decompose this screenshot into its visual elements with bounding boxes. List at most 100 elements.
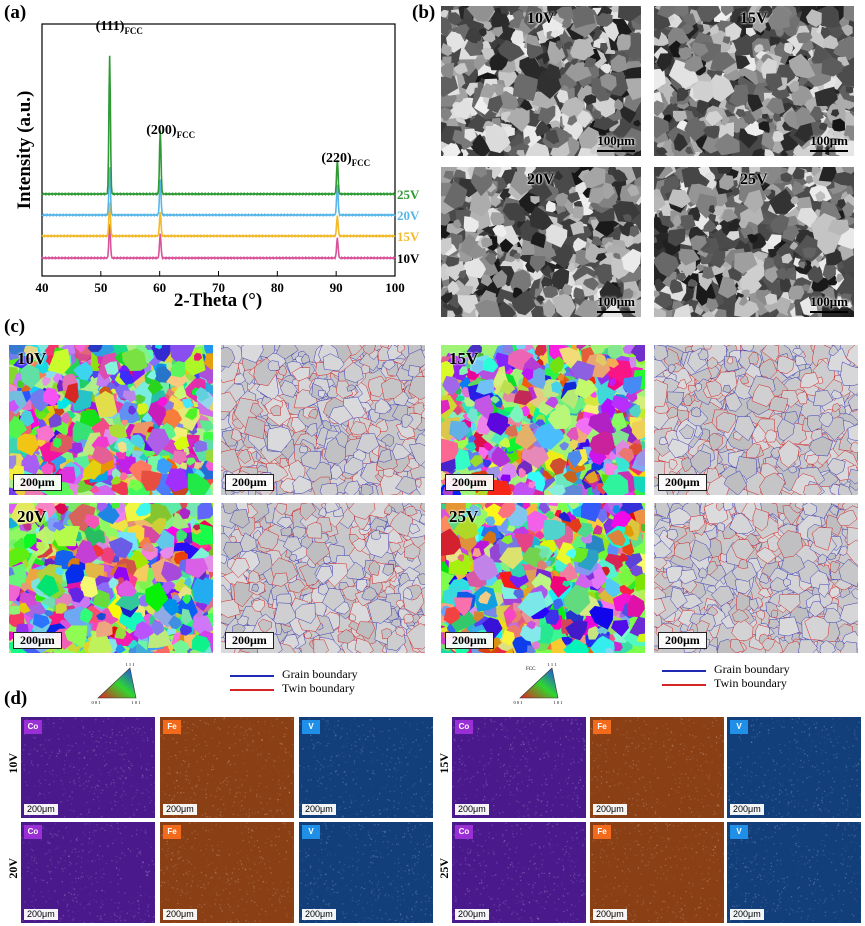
sem-scale-bar: 100μm [597,133,635,152]
eds-scale-bar: 200μm [163,909,197,920]
eds-element-tag-Fe: Fe [163,720,181,734]
legend-twin-label-right: Twin boundary [714,676,787,690]
eds-map-10V-Co: Co 200μm [21,717,155,818]
sem-image-25V: 25V 100μm [654,167,854,317]
sem-label-15V: 15V [740,10,768,27]
ipf-label-10V: 10V [17,349,47,368]
boundary-scale-bar: 200μm [658,474,707,491]
eds-element-tag-Co: Co [24,720,42,734]
ipf-label-15V: 15V [449,349,479,368]
eds-scale-bar: 200μm [455,909,489,920]
ipf-title: FCC [526,667,536,672]
legend-twin-line-left [230,689,274,691]
eds-element-tag-Co: Co [24,825,42,839]
series-line-25V [41,55,396,197]
ipf-scale-bar: 200μm [13,632,62,649]
peak-label-1: (200)FCC [146,123,195,140]
eds-row-label-15V: 15V [437,753,451,774]
eds-map-10V-V: V 200μm [299,717,433,818]
series-label-15V: 15V [397,229,420,244]
eds-element-tag-Co: Co [455,720,473,734]
sem-scale-bar: 100μm [810,294,848,313]
eds-element-tag-V: V [302,720,320,734]
ipf-label-top-r: 1 1 1 [548,662,557,667]
eds-element-tag-Fe: Fe [593,720,611,734]
x-tick-label-5: 90 [330,280,343,295]
boundary-map-10V: 200μm [221,345,425,495]
sem-scale-line [810,150,848,152]
eds-scale-bar: 200μm [24,804,58,815]
eds-scale-bar: 200μm [455,804,489,815]
legend-twin-label-left: Twin boundary [282,681,355,695]
sem-scale-text: 100μm [810,294,848,309]
sem-scale-line [810,311,848,313]
panel-label-b: (b) [412,2,436,23]
eds-element-tag-V: V [730,720,748,734]
xrd-chart: 40 50 60 70 80 90 100 (111)FCC (200)FCC (220)FCC… [14,19,420,311]
x-tick-label-6: 100 [385,280,405,295]
eds-scale-bar: 200μm [730,909,764,920]
legend-grain-label-right: Grain boundary [714,662,790,676]
series-label-20V: 20V [397,208,420,223]
boundary-map-25V: 200μm [654,503,858,653]
sem-scale-text: 100μm [597,294,635,309]
boundary-map-20V: 200μm [221,503,425,653]
sem-scale-bar: 100μm [597,294,635,313]
eds-map-25V-Co: Co 200μm [452,822,586,923]
sem-label-20V: 20V [527,171,555,188]
ipf-map-25V: 25V 200μm [441,503,645,653]
ipf-triangle-left: 1 1 1 0 0 1 1 0 1 [92,662,141,705]
boundary-scale-bar: 200μm [225,632,274,649]
eds-element-tag-V: V [730,825,748,839]
series-label-25V: 25V [397,187,420,202]
eds-row-label-25V: 25V [437,858,451,879]
legend-grain-label-left: Grain boundary [282,667,358,681]
ipf-label-bl-r: 0 0 1 [514,700,523,705]
legend-grain-line-left [230,675,274,677]
eds-element-tag-V: V [302,825,320,839]
x-axis-label: 2-Theta (°) [174,290,262,311]
eds-map-15V-Co: Co 200μm [452,717,586,818]
ipf-triangle-right: FCC 1 1 1 0 0 1 1 0 1 [514,662,563,705]
sem-label-25V: 25V [740,171,768,188]
ipf-label-bl: 0 0 1 [92,700,101,705]
x-tick-label-4: 80 [271,280,284,295]
sem-label-10V: 10V [527,10,555,27]
eds-map-15V-Fe: Fe 200μm [590,717,724,818]
series-line-10V [41,224,396,261]
peak-label-2: (220)FCC [321,151,370,168]
sem-image-10V: 10V 100μm [441,6,641,156]
sem-scale-bar: 100μm [810,133,848,152]
ipf-map-15V: 15V 200μm [441,345,645,495]
panel-label-d: (d) [4,688,28,709]
sem-scale-line [597,150,635,152]
eds-scale-bar: 200μm [302,909,336,920]
eds-map-20V-V: V 200μm [299,822,433,923]
ipf-label-br-r: 1 0 1 [554,700,563,705]
ipf-label-20V: 20V [17,507,47,526]
eds-map-20V-Co: Co 200μm [21,822,155,923]
eds-scale-bar: 200μm [593,804,627,815]
eds-map-25V-V: V 200μm [727,822,861,923]
legend-twin-line-right [662,684,706,686]
sem-scale-text: 100μm [597,133,635,148]
boundary-scale-bar: 200μm [658,632,707,649]
y-axis-label: Intensity (a.u.) [14,91,35,210]
sem-scale-line [597,311,635,313]
legend-grain-line-right [662,670,706,672]
ipf-scale-bar: 200μm [13,474,62,491]
eds-scale-bar: 200μm [163,804,197,815]
eds-map-15V-V: V 200μm [727,717,861,818]
eds-element-tag-Fe: Fe [593,825,611,839]
boundary-scale-bar: 200μm [225,474,274,491]
eds-scale-bar: 200μm [24,909,58,920]
eds-map-10V-Fe: Fe 200μm [160,717,294,818]
ipf-scale-bar: 200μm [445,474,494,491]
peak-label-0: (111)FCC [96,19,143,36]
eds-element-tag-Fe: Fe [163,825,181,839]
ipf-scale-bar: 200μm [445,632,494,649]
sem-image-15V: 15V 100μm [654,6,854,156]
ipf-map-10V: 10V 200μm [9,345,213,495]
eds-scale-bar: 200μm [593,909,627,920]
x-tick-label-3: 70 [212,280,225,295]
